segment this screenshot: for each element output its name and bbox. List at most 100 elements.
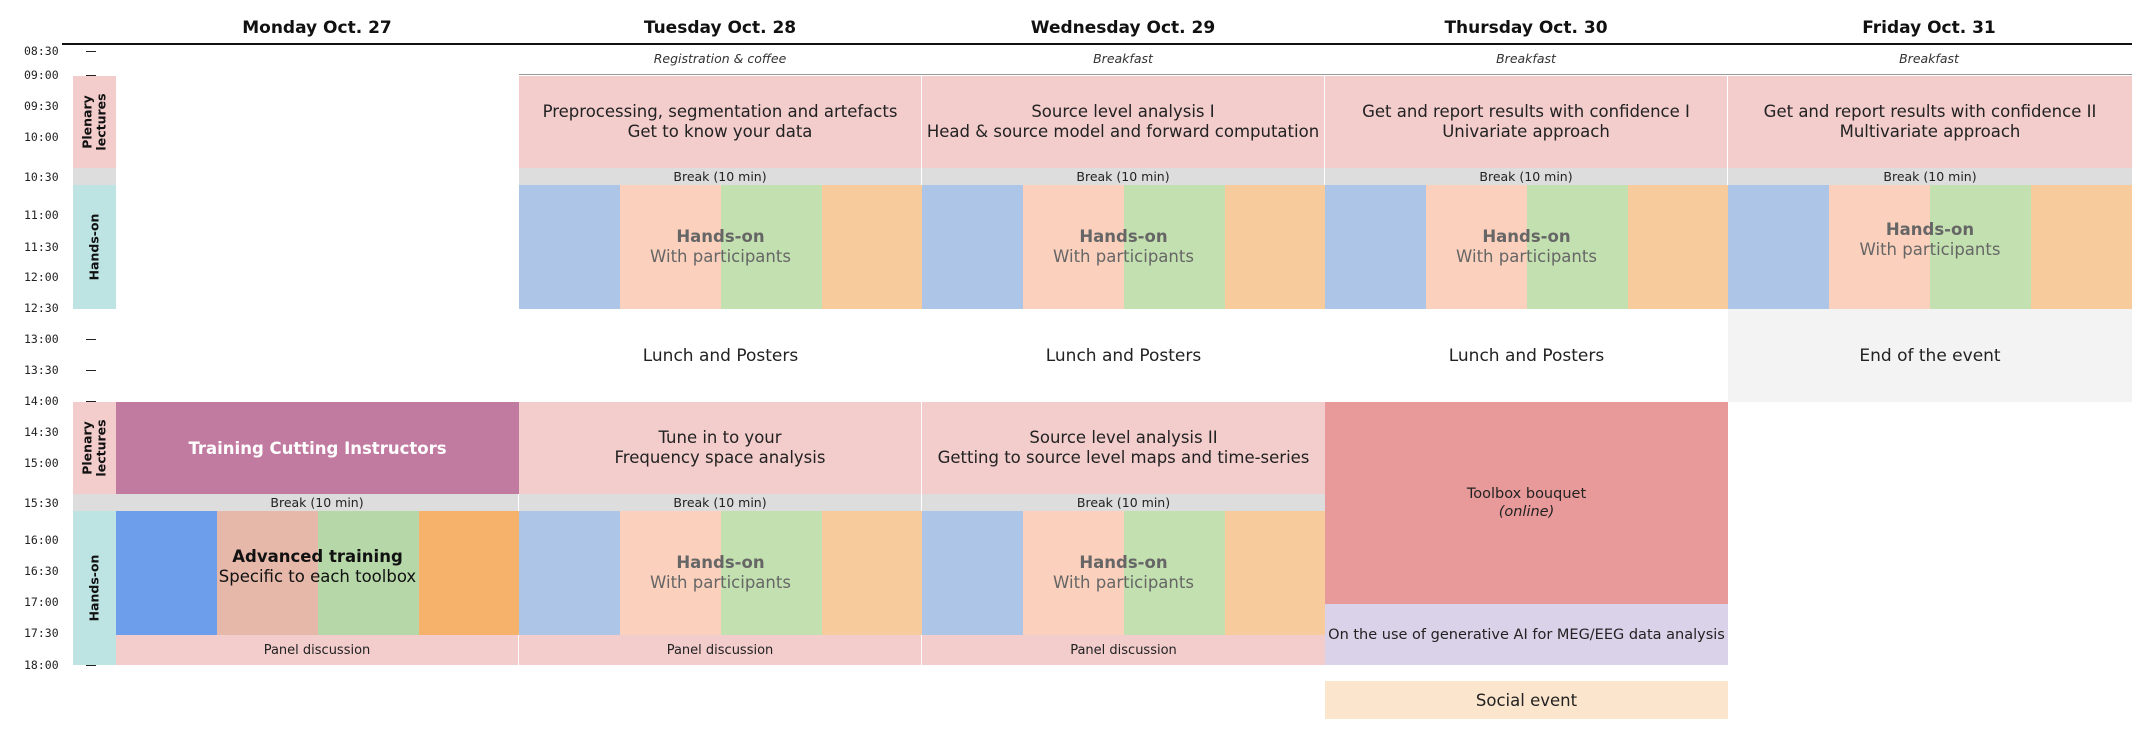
lecture-thursday-am: Get and report results with confidence I… [1325,76,1728,168]
day-header-tuesday: Tuesday Oct. 28 [643,18,797,38]
time-tick: 09:00 [24,68,96,82]
end-of-event-label: End of the event [1859,345,2001,366]
time-tick: 16:30 [24,564,96,578]
row-label-text: Plenary lectures [79,93,109,151]
break-label: Break (10 min) [270,495,364,510]
handson-title: Hands-on [1079,227,1168,246]
time-tick: 10:30 [24,170,96,184]
break-wednesday-pm: Break (10 min) [922,494,1325,511]
toolbox-bouquet-title: Toolbox bouquet [1466,486,1587,502]
lecture-subtitle: Head & source model and forward computat… [926,122,1320,141]
lecture-friday-am: Get and report results with confidence I… [1728,76,2132,168]
handson-thursday-am: Hands-on With participants [1325,185,1728,309]
day-header-friday: Friday Oct. 31 [1862,18,1996,38]
break-friday-am: Break (10 min) [1728,168,2132,185]
handson-subtitle: With participants [1053,573,1194,592]
lunch-wednesday: Lunch and Posters [922,309,1325,402]
toolbox-bouquet: Toolbox bouquet (online) [1325,402,1728,604]
panel-label: Panel discussion [263,642,371,658]
break-label: Break (10 min) [673,495,767,510]
row-label-handson-am: Hands-on [73,185,116,309]
break-label: Break (10 min) [1076,169,1170,184]
panel-discussion-wednesday: Panel discussion [922,635,1325,665]
time-tick: 13:00 [24,332,96,346]
panel-label: Panel discussion [666,642,774,658]
time-tick: 11:00 [24,208,96,222]
handson-subtitle: With participants [650,247,791,266]
handson-friday-am: Hands-on With participants [1728,185,2132,309]
social-event-label: Social event [1475,690,1578,710]
lecture-subtitle: Getting to source level maps and time-se… [937,448,1310,467]
break-wednesday-am: Break (10 min) [922,168,1325,185]
row-label-text: Hands-on [86,213,102,281]
break-thursday-am: Break (10 min) [1325,168,1728,185]
lecture-subtitle: Frequency space analysis [614,448,826,467]
row-label-break-am [73,168,116,185]
ai-session-label: On the use of generative AI for MEG/EEG … [1328,626,1725,643]
time-tick: 18:00 [24,658,96,672]
row-label-text: Hands-on [86,554,102,622]
lecture-title: Get and report results with confidence I [1362,102,1690,121]
time-tick: 09:30 [24,99,96,113]
lecture-subtitle: Univariate approach [1442,122,1610,141]
handson-tuesday-am: Hands-on With participants [519,185,922,309]
break-monday-pm: Break (10 min) [116,494,519,511]
break-tuesday-am: Break (10 min) [519,168,922,185]
time-tick: 17:30 [24,626,96,640]
handson-subtitle: With participants [1456,247,1597,266]
time-tick: 14:00 [24,394,96,408]
lunch-label: Lunch and Posters [1045,345,1202,366]
handson-subtitle: With participants [1859,239,2001,259]
time-tick: 12:30 [24,301,96,315]
break-label: Break (10 min) [1479,169,1573,184]
break-tuesday-pm: Break (10 min) [519,494,922,511]
panel-discussion-monday: Panel discussion [116,635,519,665]
lecture-title: Tune in to your [658,428,782,447]
training-cutting-instructors: Training Cutting Instructors [116,402,519,494]
time-tick: 14:30 [24,425,96,439]
subtitle-rule [519,74,2132,75]
subtitle-thursday: Breakfast [1496,51,1556,66]
day-header-monday: Monday Oct. 27 [242,18,392,38]
handson-subtitle: With participants [1053,247,1194,266]
lecture-title: Get and report results with confidence I… [1763,102,2097,121]
end-of-event: End of the event [1728,309,2132,402]
day-header-wednesday: Wednesday Oct. 29 [1030,18,1216,38]
handson-title: Hands-on [1482,227,1571,246]
break-label: Break (10 min) [1076,495,1171,510]
time-tick: 10:00 [24,130,96,144]
time-tick: 08:30 [24,44,96,58]
handson-title: Hands-on [676,553,765,572]
lecture-wednesday-pm: Source level analysis II Getting to sour… [922,402,1325,494]
training-cutting-label: Training Cutting Instructors [188,438,447,458]
break-label: Break (10 min) [673,169,767,184]
handson-wednesday-am: Hands-on With participants [922,185,1325,309]
lecture-wednesday-am: Source level analysis I Head & source mo… [922,76,1325,168]
lecture-tuesday-am: Preprocessing, segmentation and artefact… [519,76,922,168]
lecture-subtitle: Multivariate approach [1839,122,2021,141]
handson-tuesday-pm: Hands-on With participants [519,511,922,635]
break-label: Break (10 min) [1883,169,1977,184]
panel-discussion-tuesday: Panel discussion [519,635,922,665]
advanced-training-subtitle: Specific to each toolbox [218,566,417,586]
handson-title: Hands-on [1079,553,1168,572]
header-rule [62,43,2132,45]
lunch-label: Lunch and Posters [1448,345,1605,366]
row-label-text: Plenary lectures [79,419,109,477]
advanced-training-monday: Advanced training Specific to each toolb… [116,511,519,635]
lecture-title: Preprocessing, segmentation and artefact… [542,102,898,121]
handson-title: Hands-on [1885,219,1975,239]
lecture-title: Source level analysis II [1029,428,1218,447]
day-header-thursday: Thursday Oct. 30 [1444,18,1608,38]
handson-title: Hands-on [676,227,765,246]
row-label-plenary-am: Plenary lectures [73,76,116,168]
time-tick: 13:30 [24,363,96,377]
advanced-training-title: Advanced training [232,546,403,566]
time-tick: 16:00 [24,533,96,547]
time-tick: 11:30 [24,240,96,254]
social-event: Social event [1325,681,1728,719]
lecture-title: Source level analysis I [1031,102,1215,121]
lecture-subtitle: Get to know your data [627,122,813,141]
time-tick: 12:00 [24,270,96,284]
row-label-handson-pm: Hands-on [73,511,116,665]
